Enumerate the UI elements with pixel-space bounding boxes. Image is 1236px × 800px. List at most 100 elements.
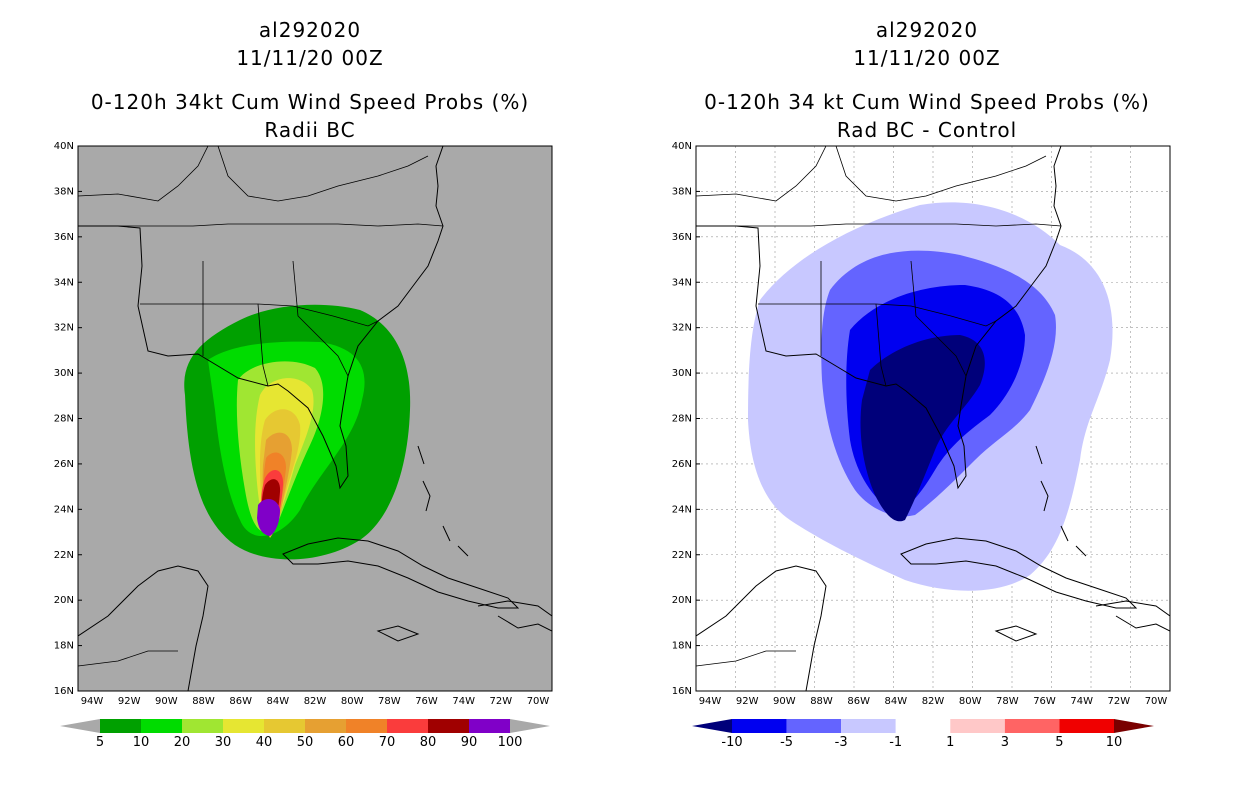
lon-tick-label: 94W — [699, 696, 722, 707]
lat-tick-label: 26N — [672, 459, 692, 470]
colorbar-end-left — [60, 719, 100, 733]
lon-tick-label: 80W — [341, 696, 364, 707]
colorbar-label: -3 — [835, 735, 848, 750]
colorbar-end-right — [1114, 719, 1154, 733]
lon-tick-label: 92W — [736, 696, 759, 707]
lat-tick-label: 30N — [54, 368, 74, 379]
lat-tick-label: 40N — [672, 141, 692, 152]
lat-tick-label: 28N — [672, 414, 692, 425]
lat-tick-label: 22N — [672, 550, 692, 561]
lon-tick-label: 90W — [773, 696, 796, 707]
colorbar-swatch — [182, 719, 223, 733]
lat-tick-label: 22N — [54, 550, 74, 561]
left-title: 0-120h 34kt Cum Wind Speed Probs (%) — [90, 90, 530, 114]
colorbar-label: -10 — [721, 735, 742, 750]
left-subtitle: Radii BC — [264, 118, 356, 142]
lon-tick-label: 74W — [1070, 696, 1093, 707]
colorbar-label: 80 — [420, 735, 437, 750]
lon-tick-label: 82W — [922, 696, 945, 707]
right-subtitle: Rad BC - Control — [836, 118, 1018, 142]
colorbar-label: 100 — [498, 735, 523, 750]
lon-tick-label: 86W — [847, 696, 870, 707]
left-datetime: 11/11/20 00Z — [236, 46, 384, 70]
lat-tick-label: 38N — [54, 186, 74, 197]
lon-tick-label: 90W — [155, 696, 178, 707]
diff-minus10-region — [860, 335, 985, 522]
colorbar-label: 30 — [215, 735, 232, 750]
lon-tick-label: 88W — [192, 696, 215, 707]
left-storm-id: al292020 — [258, 18, 362, 42]
lon-tick-label: 84W — [885, 696, 908, 707]
lon-tick-label: 86W — [229, 696, 252, 707]
colorbar-swatch — [732, 719, 787, 733]
colorbar-label: 40 — [256, 735, 273, 750]
colorbar-label: 10 — [133, 735, 150, 750]
colorbar-label: 60 — [338, 735, 355, 750]
axis-ticks: 40N 38N 36N 34N 32N 30N 28N 26N 24N 22N 20N 18N 16N 9… — [54, 141, 1168, 707]
lon-tick-label: 82W — [304, 696, 327, 707]
lat-tick-label: 34N — [54, 277, 74, 288]
colorbar-swatch — [100, 719, 141, 733]
lon-tick-label: 76W — [1033, 696, 1056, 707]
right-storm-id: al292020 — [875, 18, 979, 42]
colorbar-end-right — [510, 719, 550, 733]
lon-tick-label: 80W — [959, 696, 982, 707]
colorbar-label: 5 — [96, 735, 104, 750]
lon-tick-label: 72W — [1108, 696, 1131, 707]
colorbar-swatch — [141, 719, 182, 733]
colorbar-label: 70 — [379, 735, 396, 750]
lat-tick-label: 16N — [672, 686, 692, 697]
lat-tick-label: 36N — [54, 232, 74, 243]
colorbar-swatch — [469, 719, 510, 733]
lon-tick-label: 72W — [490, 696, 513, 707]
lat-tick-label: 34N — [672, 277, 692, 288]
lat-tick-label: 24N — [672, 504, 692, 515]
lat-tick-label: 20N — [54, 595, 74, 606]
prob-90-region — [257, 498, 280, 536]
lat-tick-label: 20N — [672, 595, 692, 606]
lon-tick-label: 92W — [118, 696, 141, 707]
lat-tick-label: 38N — [672, 186, 692, 197]
lat-tick-label: 18N — [672, 641, 692, 652]
lon-tick-label: 78W — [996, 696, 1019, 707]
lon-tick-label: 84W — [267, 696, 290, 707]
colorbar-label: 1 — [946, 735, 954, 750]
colorbar-swatch — [346, 719, 387, 733]
colorbar-label: 20 — [174, 735, 191, 750]
lat-tick-label: 26N — [54, 459, 74, 470]
colorbar-swatch — [1004, 719, 1060, 733]
lon-tick-label: 70W — [527, 696, 550, 707]
colorbar-swatch — [950, 719, 1005, 733]
lon-tick-label: 94W — [81, 696, 104, 707]
lat-tick-label: 16N — [54, 686, 74, 697]
colorbar-end-left — [692, 719, 732, 733]
lon-tick-label: 78W — [378, 696, 401, 707]
colorbar-swatch — [223, 719, 264, 733]
lat-tick-label: 28N — [54, 414, 74, 425]
lat-tick-label: 18N — [54, 641, 74, 652]
colorbar-label: 10 — [1106, 735, 1123, 750]
colorbar-swatch — [841, 719, 896, 733]
lat-tick-label: 32N — [54, 323, 74, 334]
lat-tick-label: 36N — [672, 232, 692, 243]
colorbar-label: 50 — [297, 735, 314, 750]
right-map — [695, 145, 1171, 692]
colorbar-label: -1 — [889, 735, 902, 750]
colorbar-swatch — [305, 719, 346, 733]
left-map — [77, 145, 553, 692]
colorbar-label: -5 — [780, 735, 793, 750]
lat-tick-label: 40N — [54, 141, 74, 152]
lon-tick-label: 88W — [810, 696, 833, 707]
lat-tick-label: 32N — [672, 323, 692, 334]
colorbar-label: 3 — [1001, 735, 1009, 750]
colorbar-label: 90 — [461, 735, 478, 750]
right-colorbar: -10 -5 -3 -1 1 3 5 10 — [692, 719, 1154, 750]
lat-tick-label: 24N — [54, 504, 74, 515]
right-title: 0-120h 34 kt Cum Wind Speed Probs (%) — [704, 90, 1150, 114]
lon-tick-label: 76W — [415, 696, 438, 707]
right-datetime: 11/11/20 00Z — [853, 46, 1001, 70]
colorbar-swatch — [428, 719, 469, 733]
lon-tick-label: 70W — [1145, 696, 1168, 707]
colorbar-swatch — [264, 719, 305, 733]
